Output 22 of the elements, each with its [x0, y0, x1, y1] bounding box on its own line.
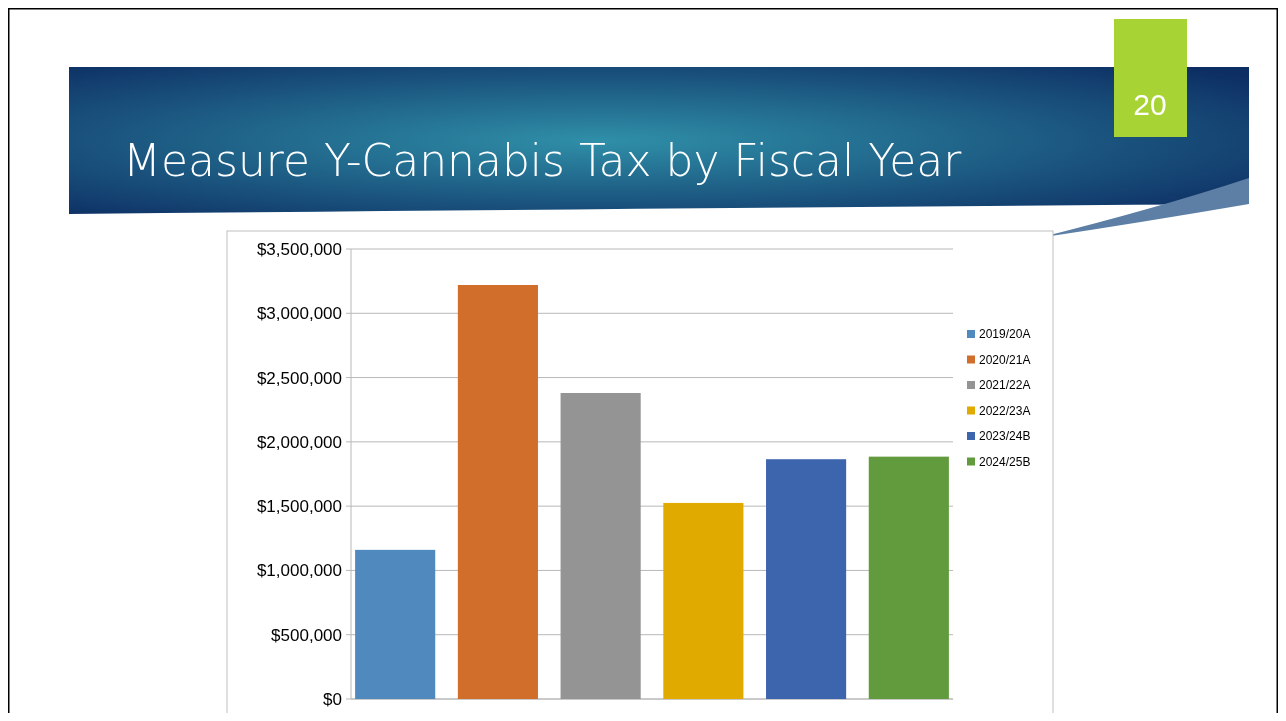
bar — [457, 285, 538, 699]
legend-label: 2020/21A — [979, 352, 1031, 367]
y-tick-label: $1,000,000 — [256, 561, 342, 581]
bar — [560, 393, 641, 699]
bar — [868, 456, 949, 699]
legend-label: 2022/23A — [979, 403, 1031, 418]
y-tick-label: $3,500,000 — [256, 239, 342, 259]
legend-label: 2024/25B — [979, 454, 1031, 469]
legend-label: 2021/22A — [979, 378, 1031, 392]
bar — [766, 459, 847, 699]
bar — [355, 549, 436, 699]
y-tick-label: $1,500,000 — [256, 497, 342, 517]
y-tick-label: $500,000 — [271, 625, 342, 645]
y-tick-label: $2,500,000 — [256, 368, 342, 388]
y-tick-label: $2,000,000 — [256, 432, 342, 452]
y-tick-label: $3,000,000 — [256, 304, 342, 324]
text: 20 — [1133, 88, 1167, 121]
legend-label: 2023/24B — [979, 429, 1031, 443]
y-tick-label: $0 — [323, 689, 342, 709]
legend-label: 2019/20A — [979, 327, 1031, 341]
chart-title: Measure Y-Cannabis Tax by Fiscal Year — [123, 135, 963, 186]
bar — [663, 502, 744, 699]
